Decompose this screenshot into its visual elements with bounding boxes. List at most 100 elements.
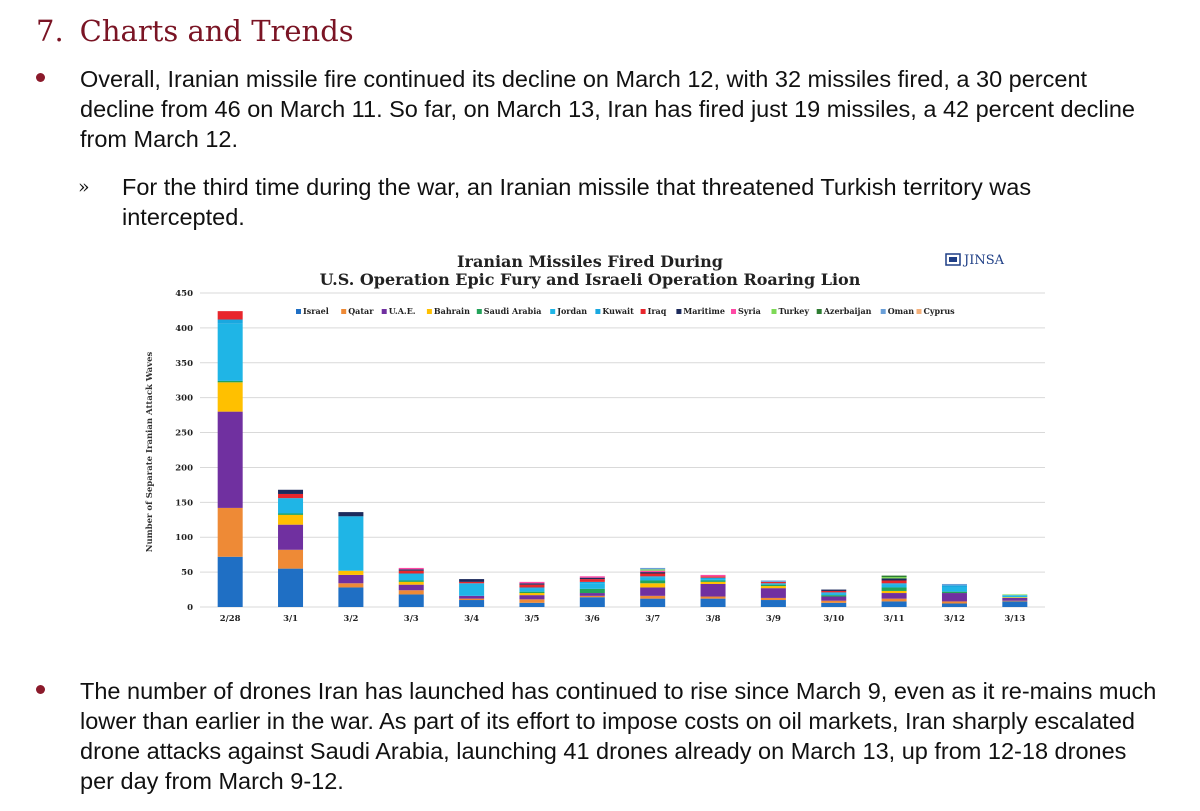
y-axis-label: Number of Separate Iranian Attack Waves — [145, 351, 155, 552]
x-tick-label: 3/3 — [404, 614, 419, 624]
bar-segment — [398, 594, 424, 607]
x-tick-label: 3/11 — [884, 614, 905, 624]
legend-label: Maritime — [683, 306, 725, 316]
bar-segment — [398, 567, 424, 570]
bar-segment — [640, 598, 666, 607]
bar-segment — [1002, 600, 1028, 602]
x-tick-label: 3/4 — [464, 614, 479, 624]
subbullet-marker: » — [78, 176, 90, 198]
legend-swatch — [916, 309, 922, 314]
chart-bars: 2/28 3/1 3/2 3/3 3/4 3/5 3/6 3/7 3/8 3/9 3/10 3/11 3… — [217, 311, 1028, 624]
subbullet-turkey-intercept: » For the third time during the war, an … — [78, 172, 1158, 232]
bar-segment — [881, 598, 907, 602]
bar-segment — [217, 323, 243, 381]
bar-segment — [217, 507, 243, 557]
legend-label: Qatar — [348, 306, 374, 316]
bar-segment — [760, 580, 786, 582]
bar-segment — [278, 489, 304, 494]
bar-segment — [278, 549, 304, 569]
bar-segment — [821, 590, 847, 593]
bar-segment — [1002, 601, 1028, 607]
x-tick-label: 3/2 — [343, 614, 358, 624]
bar-segment — [1002, 595, 1028, 598]
bar-segment — [1002, 595, 1028, 596]
bar-segment — [881, 587, 907, 591]
bar-segment — [881, 593, 907, 599]
bar-segment — [579, 588, 605, 594]
bar-segment — [700, 583, 726, 597]
y-tick-label: 400 — [175, 324, 193, 334]
bar-segment — [338, 512, 364, 517]
bar-segment — [881, 580, 907, 584]
bar-segment — [338, 583, 364, 588]
bar-segment — [579, 595, 605, 598]
bar-segment — [640, 569, 666, 571]
bar-segment — [579, 593, 605, 596]
bar-segment — [881, 576, 907, 579]
bar-segment — [760, 584, 786, 587]
legend-swatch — [381, 309, 387, 314]
legend-label: Azerbaijan — [823, 306, 872, 316]
bar-segment — [700, 581, 726, 584]
bar-segment — [760, 597, 786, 601]
bar-segment — [821, 600, 847, 603]
missile-chart: 0 50 100 150 200 250 300 350 400 450 2/28 3/1 3/2 3/… — [140, 242, 1050, 632]
section-number: 7. — [36, 14, 64, 48]
chart-gridlines: 0 50 100 150 200 250 300 350 400 450 — [175, 289, 1045, 613]
bar-segment — [941, 583, 967, 586]
legend-label: Iraq — [648, 306, 667, 316]
bar-segment — [821, 595, 847, 597]
x-tick-label: 2/28 — [220, 614, 241, 624]
bar-segment — [760, 586, 786, 589]
x-tick-label: 3/6 — [585, 614, 600, 624]
bar-segment — [519, 591, 545, 594]
bar-segment — [640, 583, 666, 588]
jinsa-logo: JINSA — [945, 253, 1005, 268]
bar-segment — [519, 599, 545, 603]
bar-segment — [217, 311, 243, 320]
bar-segment — [700, 596, 726, 599]
bar-segment — [700, 598, 726, 607]
bar-segment — [700, 580, 726, 582]
logo-mark-icon — [945, 253, 961, 266]
bar-segment — [700, 576, 726, 578]
x-tick-label: 3/7 — [645, 614, 660, 624]
bar-segment — [640, 587, 666, 596]
legend-label: Israel — [303, 306, 329, 316]
bar-segment — [821, 593, 847, 596]
bar-segment — [700, 577, 726, 580]
x-tick-label: 3/8 — [706, 614, 721, 624]
bar-segment — [941, 593, 967, 602]
bar-segment — [941, 587, 967, 592]
bar-segment — [881, 578, 907, 581]
legend-label: Cyprus — [924, 306, 956, 316]
bar-segment — [278, 514, 304, 525]
bar-segment — [459, 583, 485, 596]
bar-segment — [519, 583, 545, 585]
bar-segment — [640, 573, 666, 577]
bar-segment — [941, 585, 967, 588]
bar-segment — [640, 570, 666, 573]
bar-segment — [941, 591, 967, 594]
legend-swatch — [676, 309, 682, 314]
bar-segment — [821, 596, 847, 601]
legend-swatch — [426, 309, 432, 314]
legend-label: Syria — [738, 306, 761, 316]
bar-segment — [760, 583, 786, 585]
bar-segment — [941, 603, 967, 607]
bar-segment — [579, 581, 605, 584]
x-tick-label: 3/12 — [944, 614, 965, 624]
section-heading: 7. Charts and Trends — [36, 14, 354, 48]
y-tick-label: 300 — [175, 394, 193, 404]
bar-segment — [700, 579, 726, 581]
bar-segment — [640, 576, 666, 578]
bar-segment — [881, 575, 907, 577]
bar-segment — [640, 572, 666, 574]
bar-segment — [459, 579, 485, 582]
bar-segment — [217, 382, 243, 412]
bar-segment — [881, 584, 907, 588]
legend-swatch — [816, 309, 822, 314]
bar-segment — [338, 574, 364, 584]
legend-label: Saudi Arabia — [484, 306, 542, 316]
legend-swatch — [595, 309, 601, 314]
